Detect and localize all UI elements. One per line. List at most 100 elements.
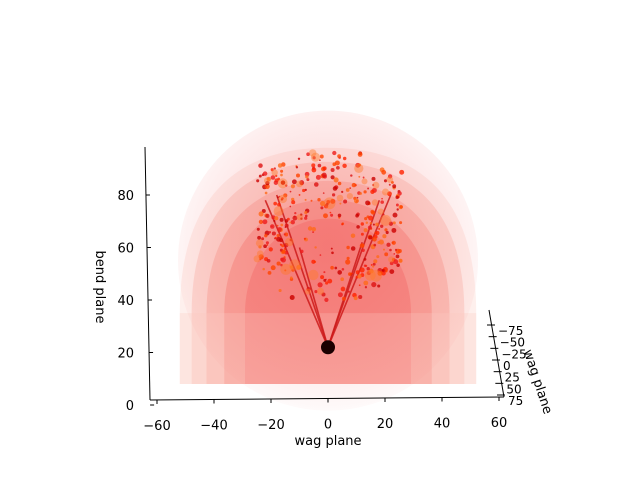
scatter-point <box>276 236 282 242</box>
scatter-point <box>376 255 380 259</box>
scatter-point <box>331 251 334 255</box>
z-tick-label: 75 <box>508 394 523 408</box>
scatter-point <box>373 259 378 264</box>
scatter-point <box>362 176 365 179</box>
scatter-blob <box>296 214 303 221</box>
scatter-point <box>350 246 356 251</box>
scatter-point <box>265 241 269 245</box>
scatter-point <box>393 259 399 265</box>
scatter-point <box>372 223 375 226</box>
scatter-point <box>312 231 315 234</box>
scatter-point <box>330 247 333 250</box>
scatter-point <box>261 237 265 241</box>
scatter-point <box>273 180 279 185</box>
scatter-point <box>280 169 284 173</box>
scatter-point <box>264 183 270 189</box>
scatter-point <box>389 261 394 266</box>
scatter-point <box>290 184 295 189</box>
scatter-point <box>266 244 269 246</box>
scatter-point <box>299 180 305 186</box>
scatter-point <box>353 296 358 301</box>
scatter-point <box>262 219 268 225</box>
scatter-point <box>330 265 334 270</box>
scatter-point <box>323 213 328 219</box>
scatter-point <box>291 200 296 205</box>
scatter-point <box>380 200 384 204</box>
scatter-point <box>369 221 373 225</box>
scatter-point <box>357 163 362 167</box>
scatter-blob <box>372 181 380 189</box>
scatter-blob <box>277 178 288 189</box>
scatter-point <box>388 183 391 186</box>
scatter-point <box>337 292 343 298</box>
scatter-point <box>277 227 282 232</box>
scatter-point <box>399 205 403 209</box>
scatter-point <box>377 241 381 244</box>
scatter-point <box>280 263 283 267</box>
scatter-point <box>270 168 274 172</box>
scatter-point <box>382 213 385 216</box>
scatter-point <box>291 268 295 272</box>
fan-line-1 <box>264 199 329 348</box>
scatter-point <box>280 173 283 177</box>
scatter-point <box>341 190 344 194</box>
scatter-blob <box>354 163 364 173</box>
scatter-point <box>392 221 396 225</box>
scatter-point <box>289 265 294 269</box>
scatter-point <box>277 196 279 199</box>
scatter-point <box>271 231 276 236</box>
scatter-point <box>395 254 400 259</box>
scatter-point <box>303 237 306 240</box>
scatter-point <box>377 270 383 276</box>
scatter-point <box>363 190 367 194</box>
scatter-point <box>368 215 374 221</box>
scatter-point <box>372 265 375 268</box>
x-axis-line <box>149 396 505 401</box>
scatter-point <box>324 297 329 303</box>
x-tick-label: 60 <box>491 416 508 431</box>
scatter-point <box>268 247 273 252</box>
scatter-point <box>398 258 403 263</box>
scatter-point <box>267 271 272 275</box>
scatter-point <box>294 211 297 215</box>
scatter-point <box>314 182 319 187</box>
scatter-point <box>258 174 262 178</box>
scatter-point <box>387 191 392 197</box>
scatter-point <box>387 174 393 179</box>
scatter-point <box>292 215 298 221</box>
scatter-point <box>317 282 323 288</box>
scatter-point <box>345 259 351 265</box>
scatter-blob <box>336 194 344 202</box>
density-glow <box>178 110 478 411</box>
scatter-point <box>287 217 290 221</box>
scatter-point <box>265 180 270 186</box>
scatter-point <box>325 281 329 285</box>
scatter-blob <box>346 193 353 200</box>
scatter-point <box>370 263 373 266</box>
scatter-point <box>383 179 388 183</box>
scatter-point <box>394 248 398 252</box>
scatter-blob <box>377 208 384 215</box>
x-tick-label: −40 <box>200 418 227 433</box>
scatter-point <box>336 165 340 170</box>
scatter-blob <box>304 288 311 295</box>
scatter-point <box>345 188 350 192</box>
x-tick-label: 20 <box>377 417 394 432</box>
scatter-point <box>397 249 402 253</box>
scatter-point <box>371 282 377 288</box>
scatter-point <box>378 239 384 245</box>
scatter-blob <box>255 239 264 247</box>
scatter-point <box>365 200 371 206</box>
density-shell <box>178 110 478 411</box>
y-tick-label: 60 <box>117 242 134 257</box>
z-tick-label: 0 <box>503 359 511 373</box>
scatter-point <box>346 245 350 250</box>
scatter-point <box>385 230 389 235</box>
scatter-point <box>399 221 403 225</box>
scatter-point <box>337 181 342 186</box>
scatter-point <box>323 278 327 282</box>
scatter-blob <box>310 152 321 162</box>
scatter-point <box>305 175 309 179</box>
scatter-point <box>351 182 357 188</box>
